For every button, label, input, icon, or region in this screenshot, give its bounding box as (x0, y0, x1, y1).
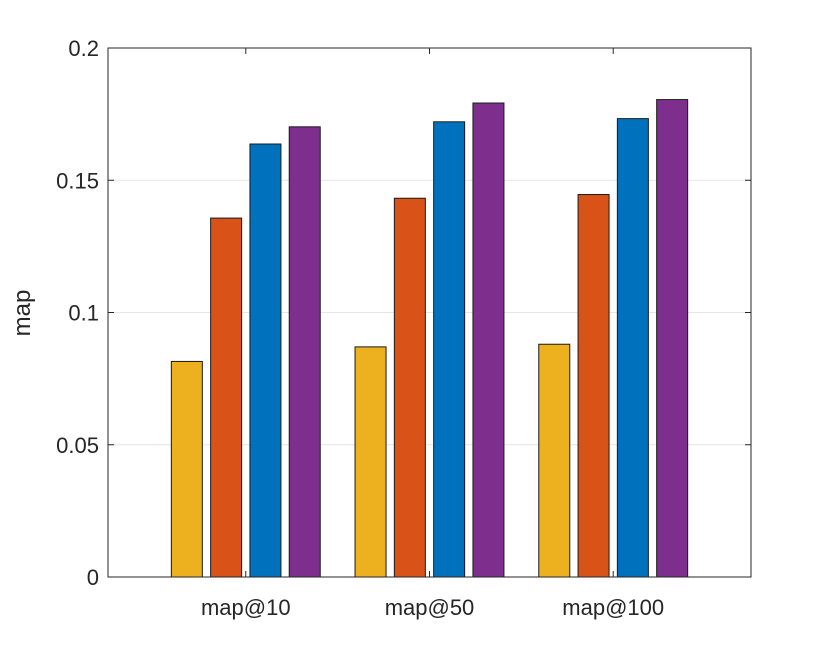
bar (433, 121, 466, 578)
y-tick-label: 0.05 (56, 433, 99, 458)
bar (249, 143, 282, 578)
y-tick-label: 0.15 (56, 168, 99, 193)
y-tick-labels: 0 0.05 0.1 0.15 0.2 (56, 36, 99, 590)
bar (170, 360, 203, 578)
bar (616, 118, 649, 578)
y-tick-label: 0 (87, 565, 99, 590)
bar (393, 197, 426, 578)
x-tick-label: map@10 (201, 595, 291, 620)
bar (472, 102, 505, 578)
bar (210, 217, 243, 578)
y-tick-label: 0.2 (68, 36, 99, 61)
bars (170, 99, 689, 578)
tick-marks (108, 47, 751, 578)
x-tick-label: map@100 (562, 595, 664, 620)
bar (354, 346, 387, 578)
x-tick-labels: map@10 map@50 map@100 (201, 595, 664, 620)
bar (288, 126, 321, 578)
y-axis-title: map (9, 290, 36, 337)
y-tick-label: 0.1 (68, 301, 99, 326)
bar (577, 194, 610, 578)
bar (656, 99, 689, 578)
x-tick-label: map@50 (385, 595, 475, 620)
bar (538, 343, 571, 578)
